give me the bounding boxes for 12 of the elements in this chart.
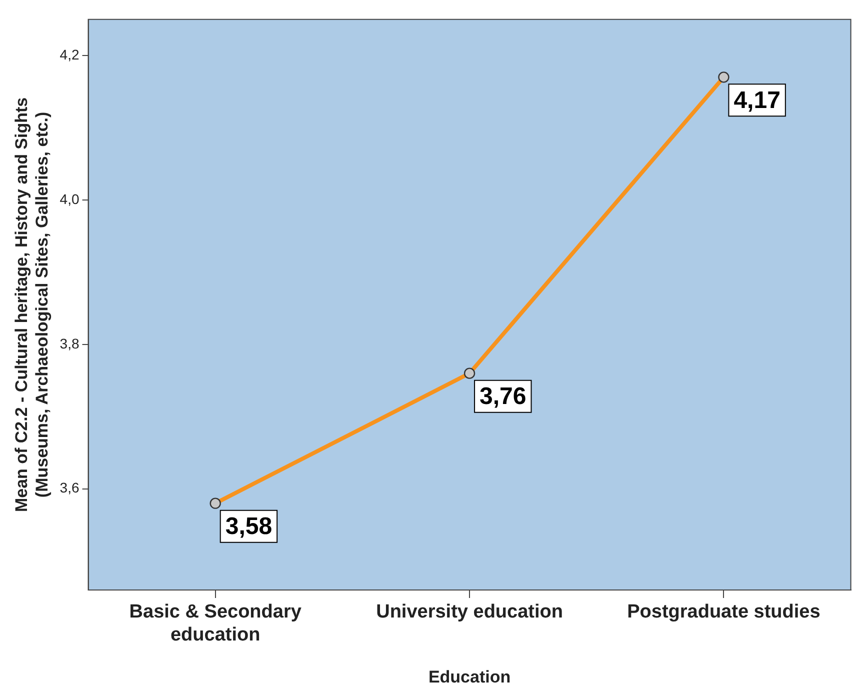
data-label: 3,76: [480, 382, 526, 410]
x-tick-label: Postgraduate studies: [627, 602, 820, 623]
x-tick-label: University education: [376, 602, 563, 623]
data-label: 4,17: [734, 86, 780, 114]
y-tick-label: 4,0: [60, 190, 80, 207]
y-axis-title: Mean of C2.2 - Cultural heritage, History and Sights (Museums, Archaeological Sites, Galleries, etc.): [12, 97, 52, 512]
y-tick-label: 3,8: [60, 335, 80, 352]
y-tick-label: 4,2: [60, 46, 80, 62]
x-axis-title: Education: [428, 667, 511, 686]
data-label: 3,58: [225, 512, 272, 540]
y-tick-label: 3,6: [60, 480, 80, 496]
x-tick-label: Basic & Secondary education: [129, 602, 302, 646]
